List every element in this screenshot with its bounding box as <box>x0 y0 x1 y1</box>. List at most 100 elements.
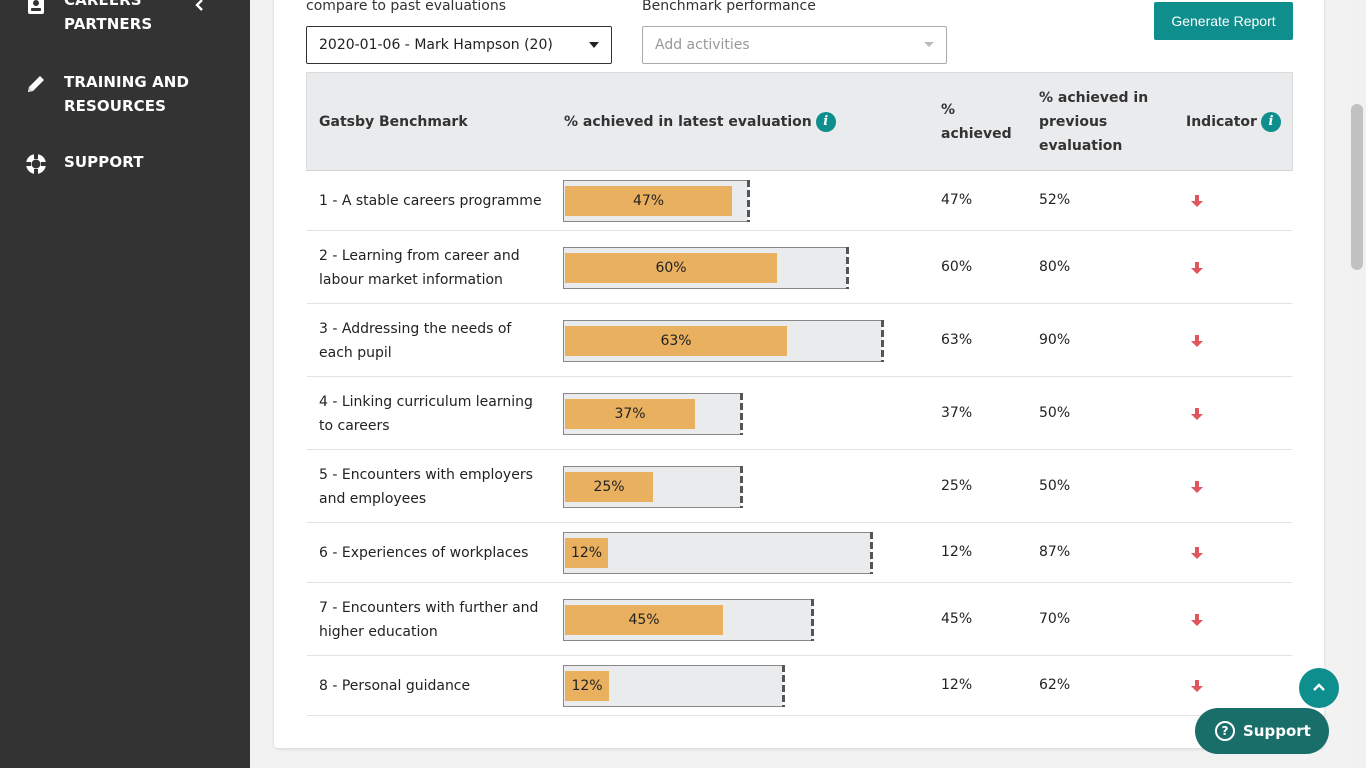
benchmark-name: 4 - Linking curriculum learning to career… <box>319 393 533 434</box>
sidebar-item-label: SUPPORT <box>64 153 144 171</box>
progress-label: 12% <box>570 545 603 561</box>
achieved-value: 25% <box>941 478 973 494</box>
sidebar-item-label: TRAINING AND RESOURCES <box>64 73 190 115</box>
benchmark-label: Benchmark performance <box>642 0 816 14</box>
progress-bar: 25% <box>563 465 743 508</box>
achieved-value: 12% <box>941 677 973 693</box>
progress-label: 60% <box>655 259 687 276</box>
previous-value: 50% <box>1039 478 1071 494</box>
header-indicator-label: Indicator <box>1186 114 1257 130</box>
scroll-to-top-button[interactable] <box>1299 668 1339 708</box>
progress-fill: 47% <box>565 186 732 216</box>
sidebar-item-training-resources[interactable]: TRAINING AND RESOURCES <box>0 70 250 118</box>
progress-label: 47% <box>632 193 665 209</box>
header-benchmark: Gatsby Benchmark <box>319 114 468 130</box>
table-row: 7 - Encounters with further and higher ed… <box>307 583 1292 656</box>
progress-fill: 12% <box>565 538 608 568</box>
bar-end-marker <box>747 180 750 222</box>
progress-fill: 12% <box>565 671 609 701</box>
benchmark-table: Gatsby Benchmark % achieved in latest ev… <box>306 72 1293 716</box>
progress-fill: 45% <box>565 604 723 635</box>
arrow-down-icon <box>1191 408 1203 420</box>
arrow-down-icon <box>1191 262 1203 274</box>
bar-end-marker <box>782 665 785 707</box>
table-row: 1 - A stable careers programme 47% 47% 52% <box>307 171 1292 231</box>
scrollbar[interactable] <box>1349 0 1366 768</box>
table-header: Gatsby Benchmark % achieved in latest ev… <box>307 73 1292 171</box>
arrow-down-icon <box>1191 680 1203 692</box>
progress-bar: 12% <box>563 532 873 574</box>
chevron-left-icon[interactable] <box>190 0 208 16</box>
header-previous: % achieved in previous evaluation <box>1039 90 1149 154</box>
previous-value: 70% <box>1039 611 1071 627</box>
caret-down-icon <box>924 42 934 47</box>
table-row: 3 - Addressing the needs of each pupil 63%… <box>307 304 1292 377</box>
benchmark-name: 5 - Encounters with employers and employe… <box>319 466 533 507</box>
table-row: 6 - Experiences of workplaces 12% 12% 87% <box>307 523 1292 583</box>
benchmark-name: 2 - Learning from career and labour marke… <box>319 247 520 288</box>
arrow-down-icon <box>1191 481 1203 493</box>
previous-value: 50% <box>1039 405 1071 421</box>
achieved-value: 60% <box>941 259 973 275</box>
bar-end-marker <box>846 246 849 289</box>
pencil-icon <box>28 76 44 92</box>
achieved-value: 37% <box>941 405 973 421</box>
progress-label: 45% <box>628 611 660 628</box>
previous-value: 87% <box>1039 544 1071 560</box>
scrollbar-thumb[interactable] <box>1351 104 1363 270</box>
progress-fill: 60% <box>565 252 777 283</box>
bar-end-marker <box>740 465 743 508</box>
achieved-value: 47% <box>941 192 973 208</box>
sidebar: CAREERS PARTNERS TRAINING AND RESOURCES … <box>0 0 250 768</box>
question-icon: ? <box>1215 721 1235 741</box>
progress-bar: 12% <box>563 665 785 707</box>
benchmark-name: 8 - Personal guidance <box>319 678 471 694</box>
sidebar-item-support[interactable]: SUPPORT <box>0 150 250 180</box>
previous-value: 90% <box>1039 332 1071 348</box>
chevron-up-icon <box>1313 683 1325 691</box>
benchmark-name: 1 - A stable careers programme <box>319 193 542 209</box>
achieved-value: 45% <box>941 611 973 627</box>
generate-report-button[interactable]: Generate Report <box>1154 2 1293 40</box>
progress-fill: 25% <box>565 471 653 502</box>
info-icon[interactable]: i <box>1260 112 1281 132</box>
sidebar-item-careers-partners[interactable]: CAREERS PARTNERS <box>0 0 250 42</box>
table-row: 5 - Encounters with employers and employe… <box>307 450 1292 523</box>
progress-bar: 60% <box>563 246 849 289</box>
progress-fill: 63% <box>565 325 787 356</box>
progress-label: 25% <box>593 478 625 495</box>
benchmark-name: 7 - Encounters with further and higher ed… <box>319 599 539 640</box>
support-button[interactable]: ? Support <box>1195 708 1329 754</box>
progress-label: 12% <box>571 678 603 694</box>
progress-bar: 37% <box>563 392 743 435</box>
activities-placeholder: Add activities <box>655 37 750 53</box>
header-indicator: Indicator i <box>1186 110 1281 134</box>
progress-label: 37% <box>614 405 646 422</box>
compare-select-value: 2020-01-06 - Mark Hampson (20) <box>319 37 553 53</box>
arrow-down-icon <box>1191 335 1203 347</box>
previous-value: 52% <box>1039 192 1071 208</box>
progress-bar: 45% <box>563 598 814 641</box>
caret-down-icon <box>589 42 599 48</box>
achieved-value: 63% <box>941 332 973 348</box>
bar-end-marker <box>740 392 743 435</box>
compare-select[interactable]: 2020-01-06 - Mark Hampson (20) <box>306 26 612 64</box>
arrow-down-icon <box>1191 614 1203 626</box>
support-button-label: Support <box>1243 722 1311 740</box>
previous-value: 80% <box>1039 259 1071 275</box>
bar-end-marker <box>881 319 884 362</box>
progress-fill: 37% <box>565 398 695 429</box>
benchmark-name: 3 - Addressing the needs of each pupil <box>319 320 512 361</box>
table-row: 8 - Personal guidance 12% 12% 62% <box>307 656 1292 716</box>
arrow-down-icon <box>1191 547 1203 559</box>
arrow-down-icon <box>1191 195 1203 207</box>
lifebuoy-icon <box>26 154 46 174</box>
progress-bar: 47% <box>563 180 750 222</box>
info-icon[interactable]: i <box>815 112 836 132</box>
activities-select[interactable]: Add activities <box>642 26 947 64</box>
progress-bar: 63% <box>563 319 884 362</box>
compare-label: compare to past evaluations <box>306 0 507 14</box>
progress-label: 63% <box>660 332 692 349</box>
table-row: 4 - Linking curriculum learning to career… <box>307 377 1292 450</box>
sidebar-item-label: CAREERS PARTNERS <box>64 0 153 33</box>
